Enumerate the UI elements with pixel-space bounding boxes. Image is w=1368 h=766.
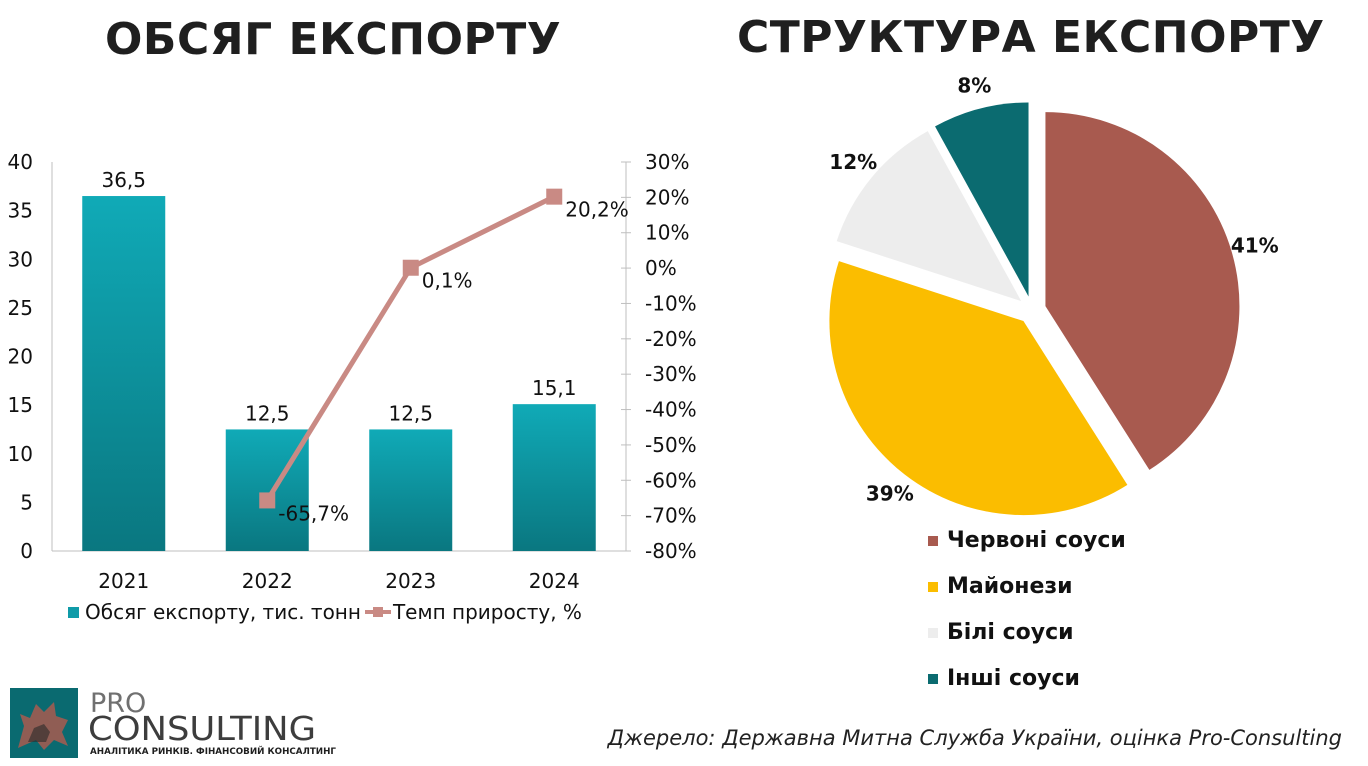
bar-chart-title: ОБСЯГ ЕКСПОРТУ [105,14,562,65]
x-tick-label: 2023 [385,569,436,593]
legend-swatch-red [928,535,938,546]
bar-2021 [82,196,166,551]
bar-chart-legend: Обсяг експорту, тис. тонн Темп приросту,… [68,600,582,624]
y2-tick-label: 0% [645,256,677,280]
source-note: Джерело: Державна Митна Служба України, … [607,726,1342,750]
legend-swatch-growth [364,607,391,617]
growth-point-2023 [402,259,419,276]
export-structure-chart: 41% 39% 12% 8% [829,73,1279,516]
y-tick-label: 0 [20,539,33,563]
pie-value-label: 8% [957,73,991,97]
pie-slice-8% [935,102,1029,297]
x-tick-label: 2021 [98,569,149,593]
y2-tick-label: 10% [645,221,689,245]
logo-pro: PRO [90,688,146,719]
pie-slice-12% [836,131,1022,302]
growth-value-label: 0,1% [422,269,473,293]
legend-swatch-other [928,673,938,684]
pie-value-label: 12% [829,150,877,174]
pie-legend-item-mayo: Майонези [928,574,1073,599]
y-tick-label: 5 [20,490,33,514]
legend-label-red: Червоні соуси [947,528,1126,553]
pie-legend-item-red: Червоні соуси [928,528,1126,553]
growth-value-label: -65,7% [278,501,349,525]
y2-tick-label: -10% [645,291,697,315]
y-tick-label: 40 [8,150,33,174]
bar-value-label: 36,5 [101,168,146,192]
legend-swatch-volume [68,606,79,618]
y2-tick-label: -20% [645,327,697,351]
y-tick-label: 35 [8,199,33,223]
legend-label-other: Інші соуси [947,666,1080,691]
legend-swatch-white [928,627,938,638]
x-tick-label: 2024 [529,569,580,593]
growth-point-2022 [259,492,276,509]
bar-2022 [225,429,309,551]
bar-2024 [512,404,596,551]
y2-tick-label: -80% [645,539,697,563]
bar-value-label: 15,1 [532,376,577,400]
pie-chart-title: СТРУКТУРА ЕКСПОРТУ [737,12,1325,63]
y-tick-label: 15 [8,393,33,417]
legend-label-growth: Темп приросту, % [392,600,582,624]
pie-slice-41% [1045,112,1240,470]
growth-point-2024 [546,188,563,205]
logo-tagline: АНАЛІТИКА РИНКІВ. ФІНАНСОВИЙ КОНСАЛТИНГ [90,745,337,757]
y2-tick-label: -50% [645,433,697,457]
y2-tick-label: 20% [645,185,689,209]
legend-label-volume: Обсяг експорту, тис. тонн [85,600,361,624]
bar-value-label: 12,5 [245,401,290,425]
pie-value-label: 41% [1231,233,1279,257]
pie-legend-item-white: Білі соуси [928,620,1074,645]
legend-label-mayo: Майонези [947,574,1073,599]
logo-consulting: CONSULTING [88,709,316,748]
growth-value-label: 20,2% [565,198,629,222]
y2-tick-label: 30% [645,150,689,174]
legend-swatch-mayo [928,581,938,592]
pie-value-label: 39% [866,481,914,505]
y-tick-label: 25 [8,296,33,320]
export-volume-chart: 0 5 10 15 20 25 30 35 40 -80% -70% -60% -50% -40% -30%… [8,150,697,593]
pie-legend-item-other: Інші соуси [928,666,1080,691]
y-tick-label: 30 [8,247,33,271]
y2-tick-label: -40% [645,398,697,422]
y2-tick-label: -60% [645,468,697,492]
bar-2023 [369,429,453,551]
pro-consulting-logo: PRO CONSULTING АНАЛІТИКА РИНКІВ. ФІНАНСО… [10,688,337,758]
y-tick-label: 10 [8,442,33,466]
y2-tick-label: -30% [645,362,697,386]
y2-tick-label: -70% [645,504,697,528]
x-tick-label: 2022 [242,569,293,593]
bar-value-label: 12,5 [388,401,433,425]
pie-slice-39% [829,261,1128,516]
y-tick-label: 20 [8,345,33,369]
legend-label-white: Білі соуси [947,620,1074,645]
